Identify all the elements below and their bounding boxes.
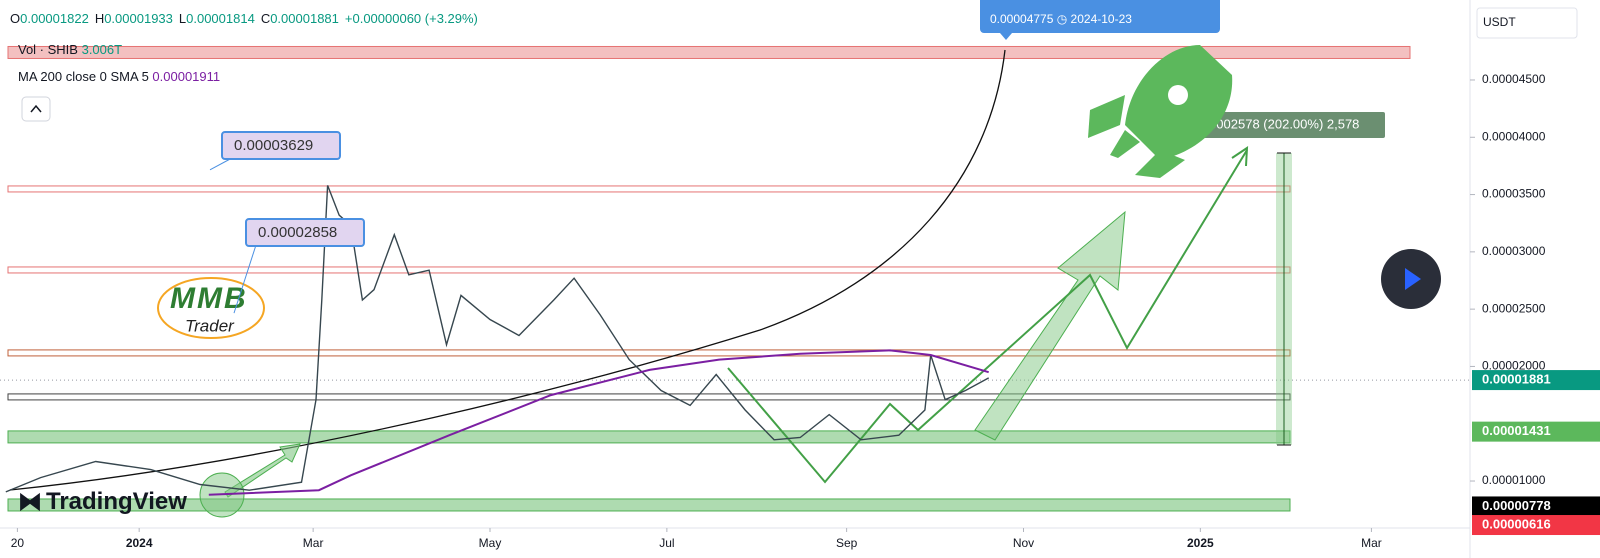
price-tag bbox=[1472, 370, 1600, 391]
volume-value: 3.006T bbox=[82, 42, 123, 57]
target-pointer bbox=[1000, 33, 1012, 40]
callout-box bbox=[245, 218, 365, 247]
ohlc-value: 0.00001881 bbox=[270, 11, 339, 26]
x-tick-label: Jul bbox=[659, 536, 674, 550]
level-line bbox=[7, 349, 1291, 357]
x-tick-label: Mar bbox=[1361, 536, 1382, 550]
ohlc-value: 0.00001822 bbox=[20, 11, 89, 26]
ma-value: 0.00001911 bbox=[152, 69, 220, 84]
ohlc-label: H bbox=[95, 11, 104, 26]
price-tag bbox=[1472, 515, 1600, 536]
x-tick-label: Mar bbox=[303, 536, 324, 550]
ohlc-label: O bbox=[10, 11, 20, 26]
callout-pointer bbox=[233, 244, 257, 314]
x-tick-label: May bbox=[479, 536, 502, 550]
zigzag-arrowhead bbox=[1231, 146, 1249, 167]
y-tick-label: 0.00003500 bbox=[1482, 187, 1546, 201]
brand: ⧓ TradingView bbox=[18, 488, 187, 515]
x-tick-label: 20 bbox=[11, 536, 25, 550]
ma-legend: MA 200 close 0 SMA 5 0.00001911 bbox=[18, 69, 220, 84]
target-box bbox=[980, 0, 1220, 33]
moving-average bbox=[208, 349, 989, 496]
logo-ring bbox=[157, 277, 265, 339]
ohlc-change: +0.00000060 (+3.29%) bbox=[345, 11, 478, 26]
target-date: 2024-10-23 bbox=[1071, 12, 1133, 26]
y-tick-label: 0.00004500 bbox=[1482, 72, 1546, 86]
level-zone bbox=[7, 498, 1291, 512]
callout-box bbox=[221, 131, 341, 160]
ohlc-value: 0.00001933 bbox=[104, 11, 173, 26]
play-icon bbox=[1405, 268, 1421, 290]
x-tick-label: Sep bbox=[836, 536, 858, 550]
price-tag bbox=[1472, 496, 1600, 517]
brand-name: TradingView bbox=[46, 488, 187, 515]
price-tag-label: 0.00001431 bbox=[1482, 423, 1551, 438]
target-text: 0.00004775 ◷ 2024-10-23 bbox=[990, 12, 1132, 26]
logo-top: MMB bbox=[170, 282, 248, 315]
x-tick-label: Nov bbox=[1013, 536, 1034, 550]
target-price: 0.00004775 bbox=[990, 12, 1054, 26]
level-line bbox=[7, 185, 1291, 193]
collapse-icon bbox=[30, 104, 42, 113]
logo-bottom: Trader bbox=[185, 316, 235, 335]
price-line bbox=[5, 185, 990, 493]
level-line bbox=[7, 393, 1291, 401]
zigzag-projection bbox=[727, 149, 1248, 484]
ohlc-label: L bbox=[179, 11, 186, 26]
volume-label: Vol · SHIB bbox=[18, 42, 78, 57]
level-zone bbox=[7, 45, 1411, 59]
y-tick-label: 0.00002000 bbox=[1482, 359, 1546, 373]
measure-label-box bbox=[1183, 112, 1385, 138]
currency: USDT bbox=[1483, 15, 1516, 29]
callout-label: 0.00002858 bbox=[258, 224, 337, 241]
curve-drawing bbox=[9, 49, 1006, 491]
currency-box[interactable] bbox=[1476, 7, 1578, 39]
price-tag-label: 0.00001881 bbox=[1482, 372, 1551, 387]
y-tick-label: 0.00004000 bbox=[1482, 129, 1546, 143]
ma-label: MA 200 close 0 SMA 5 bbox=[18, 69, 149, 84]
ohlc-header: O0.00001822 H0.00001933 L0.00001814 C0.0000… bbox=[10, 11, 478, 26]
x-tick-label: 2025 bbox=[1187, 536, 1214, 550]
price-tag-label: 0.00000778 bbox=[1482, 498, 1551, 513]
big-arrow bbox=[974, 210, 1126, 441]
collapse-button[interactable] bbox=[21, 96, 51, 122]
rocket-icon bbox=[1088, 45, 1233, 178]
measure-label: 0.00002578 (202.00%) 2,578 bbox=[1191, 116, 1359, 131]
price-tag bbox=[1472, 421, 1600, 442]
price-tag-label: 0.00000616 bbox=[1482, 516, 1551, 531]
y-tick-label: 0.00003000 bbox=[1482, 244, 1546, 258]
ohlc-label: C bbox=[261, 11, 270, 26]
callout-label: 0.00003629 bbox=[234, 137, 313, 154]
ohlc-value: 0.00001814 bbox=[186, 11, 255, 26]
y-tick-label: 0.00001000 bbox=[1482, 473, 1546, 487]
volume-legend: Vol · SHIB 3.006T bbox=[18, 42, 122, 57]
x-tick-label: 2024 bbox=[126, 536, 153, 550]
level-zone bbox=[7, 430, 1291, 444]
level-line bbox=[7, 266, 1291, 274]
y-tick-label: 0.00002500 bbox=[1482, 301, 1546, 315]
